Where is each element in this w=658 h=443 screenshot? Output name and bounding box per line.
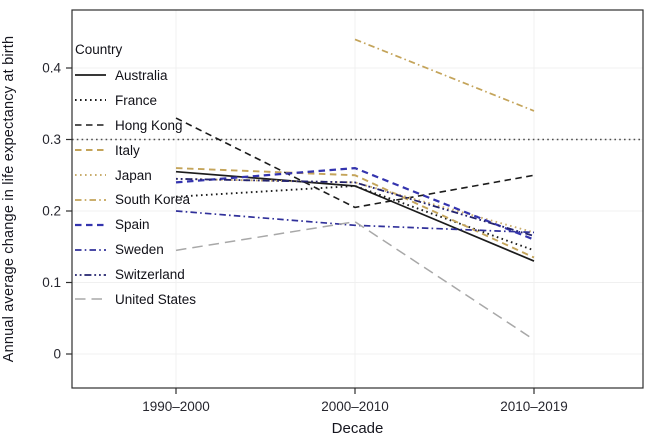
legend-swatch-icon bbox=[75, 99, 106, 102]
legend-item: Spain bbox=[74, 212, 196, 237]
legend-label: Spain bbox=[115, 217, 150, 233]
legend-swatch-icon bbox=[75, 248, 106, 251]
legend-item: Switzerland bbox=[74, 262, 196, 287]
legend-label: Switzerland bbox=[115, 267, 185, 283]
legend-item: Hong Kong bbox=[74, 113, 196, 138]
legend-swatch-icon bbox=[75, 124, 106, 127]
legend-item: United States bbox=[74, 287, 196, 312]
series-line-spain bbox=[175, 166, 535, 241]
x-tick-label: 1990–2000 bbox=[142, 399, 210, 414]
y-tick-label: 0.1 bbox=[42, 275, 61, 290]
legend-item: Italy bbox=[74, 138, 196, 163]
legend-swatch-icon bbox=[75, 149, 106, 152]
legend-title: Country bbox=[75, 42, 123, 57]
series-line-australia bbox=[175, 170, 535, 262]
legend-swatch-icon bbox=[75, 174, 106, 176]
y-tick-label: 0.4 bbox=[42, 61, 61, 76]
legend-item: Australia bbox=[74, 63, 196, 88]
legend-item: Japan bbox=[74, 163, 196, 188]
legend-swatch-icon bbox=[75, 273, 106, 276]
legend-swatch-icon bbox=[75, 199, 106, 201]
legend-label: Australia bbox=[115, 67, 168, 83]
y-axis-title: Annual average change in life expectancy… bbox=[1, 35, 17, 363]
chart-legend: Country Australia France Hong Kong Italy Jap… bbox=[74, 42, 196, 312]
legend-label: France bbox=[115, 92, 158, 108]
legend-swatch-icon bbox=[75, 223, 106, 226]
series-line-france bbox=[175, 185, 535, 252]
y-tick-label: 0.3 bbox=[42, 132, 61, 147]
plot-frame bbox=[71, 9, 644, 389]
series-line-italy bbox=[175, 167, 535, 259]
series-line-sweden bbox=[175, 210, 535, 234]
legend-label: Hong Kong bbox=[115, 117, 183, 133]
y-tick-label: 0 bbox=[53, 347, 61, 362]
y-tick-label: 0.2 bbox=[42, 204, 61, 219]
legend-swatch-icon bbox=[75, 298, 106, 301]
series-line-switzerland bbox=[175, 177, 535, 237]
x-tick-label: 2010–2019 bbox=[500, 399, 568, 414]
x-axis-title: Decade bbox=[331, 420, 384, 437]
legend-item: France bbox=[74, 88, 196, 113]
series-line-hong-kong bbox=[175, 117, 535, 209]
legend-label: Italy bbox=[115, 142, 140, 158]
legend-swatch-icon bbox=[75, 74, 106, 77]
legend-label: Japan bbox=[115, 167, 152, 183]
legend-item: South Korea bbox=[74, 187, 196, 212]
legend-label: Sweden bbox=[115, 242, 164, 258]
x-tick-label: 2000–2010 bbox=[321, 399, 389, 414]
legend-label: South Korea bbox=[115, 192, 191, 208]
legend-item: Sweden bbox=[74, 237, 196, 262]
legend-label: United States bbox=[115, 291, 197, 307]
series-line-south-korea bbox=[354, 38, 535, 112]
